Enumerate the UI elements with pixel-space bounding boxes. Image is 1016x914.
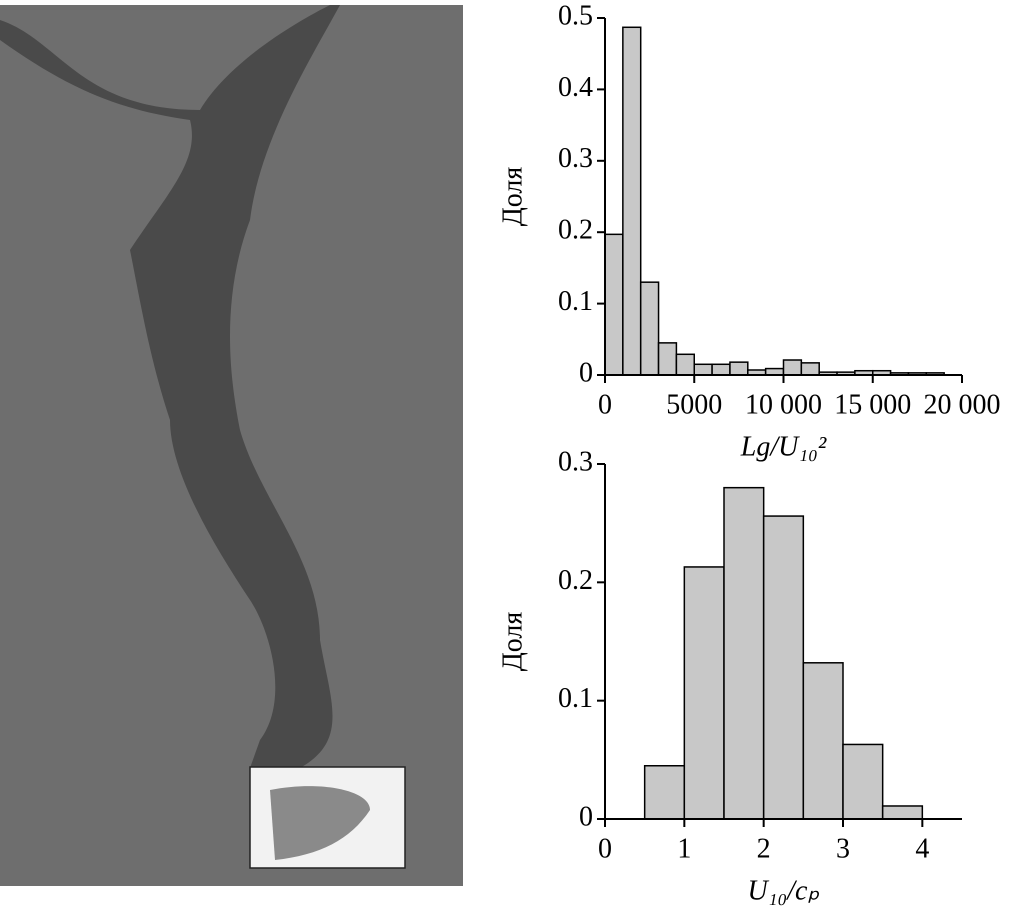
x-axis-label: U₁₀/cₚ xyxy=(748,875,820,906)
y-tick-label: 0.1 xyxy=(558,683,593,714)
x-tick-label: 1 xyxy=(677,833,691,864)
bar xyxy=(643,765,686,820)
bar xyxy=(675,353,696,376)
bar xyxy=(881,805,924,820)
x-tick-label: 10 000 xyxy=(745,389,822,420)
satellite-image xyxy=(0,5,463,886)
bar xyxy=(800,362,820,376)
x-axis-label: Lg/U₁₀² xyxy=(740,431,827,462)
x-tick-label: 0 xyxy=(598,833,612,864)
bar xyxy=(711,363,731,376)
x-tick-label: 3 xyxy=(836,833,850,864)
river xyxy=(0,5,340,768)
bar xyxy=(729,361,749,376)
y-tick-label: 0.2 xyxy=(558,565,593,596)
inset-water xyxy=(270,786,370,860)
y-axis-label: Доля xyxy=(497,167,528,227)
bar xyxy=(657,342,678,376)
x-tick-label: 15 000 xyxy=(834,389,911,420)
bar xyxy=(842,743,884,820)
y-tick-label: 0.2 xyxy=(558,215,593,246)
y-axis-label: Доля xyxy=(497,612,528,672)
bar xyxy=(639,281,660,376)
bar xyxy=(693,363,713,376)
y-tick-label: 0.3 xyxy=(558,446,593,477)
y-tick-label: 0.5 xyxy=(558,0,593,31)
x-tick-label: 2 xyxy=(757,833,771,864)
y-tick-label: 0.1 xyxy=(558,286,593,317)
x-tick-label: 5000 xyxy=(666,389,722,420)
y-tick-label: 0.3 xyxy=(558,143,593,174)
bar xyxy=(802,662,844,820)
bar xyxy=(723,486,765,820)
bar xyxy=(622,26,642,376)
bar xyxy=(683,566,725,820)
bar xyxy=(782,359,803,376)
bar xyxy=(604,233,624,376)
x-tick-label: 20 000 xyxy=(924,389,1001,420)
y-tick-label: 0 xyxy=(579,357,593,388)
x-tick-label: 0 xyxy=(598,389,612,420)
bar xyxy=(762,515,805,820)
y-tick-label: 0.4 xyxy=(558,72,593,103)
y-tick-label: 0 xyxy=(579,801,593,832)
x-tick-label: 4 xyxy=(915,833,929,864)
